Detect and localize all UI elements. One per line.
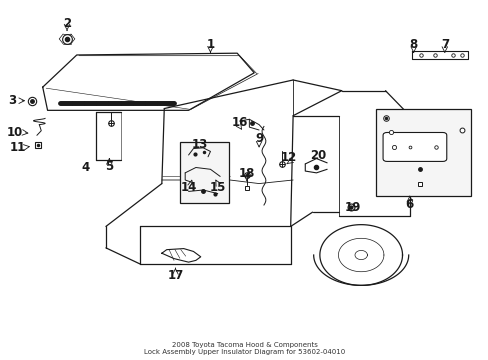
Text: 13: 13 (191, 139, 207, 152)
Text: 7: 7 (440, 39, 448, 51)
Text: 2008 Toyota Tacoma Hood & Components
Lock Assembly Upper Insulator Diagram for 5: 2008 Toyota Tacoma Hood & Components Loc… (143, 342, 345, 355)
Text: 17: 17 (167, 269, 183, 282)
Bar (375, 109, 469, 196)
Text: 1: 1 (206, 39, 214, 51)
Text: 4: 4 (81, 161, 89, 174)
Text: 12: 12 (281, 151, 297, 165)
Text: 14: 14 (180, 181, 196, 194)
Text: 19: 19 (344, 201, 360, 214)
Text: 20: 20 (310, 149, 326, 162)
Text: 16: 16 (231, 116, 247, 129)
Text: 11: 11 (9, 141, 25, 154)
Bar (180, 143, 228, 203)
Text: 3: 3 (8, 94, 16, 107)
Text: 15: 15 (209, 181, 225, 194)
Text: 6: 6 (405, 198, 413, 211)
Text: 8: 8 (409, 39, 417, 51)
Text: 18: 18 (238, 167, 255, 180)
Text: 5: 5 (105, 160, 113, 173)
Text: 2: 2 (63, 17, 71, 30)
Polygon shape (411, 51, 467, 59)
Text: 9: 9 (254, 132, 263, 145)
Text: 10: 10 (7, 126, 23, 139)
FancyBboxPatch shape (382, 132, 446, 161)
